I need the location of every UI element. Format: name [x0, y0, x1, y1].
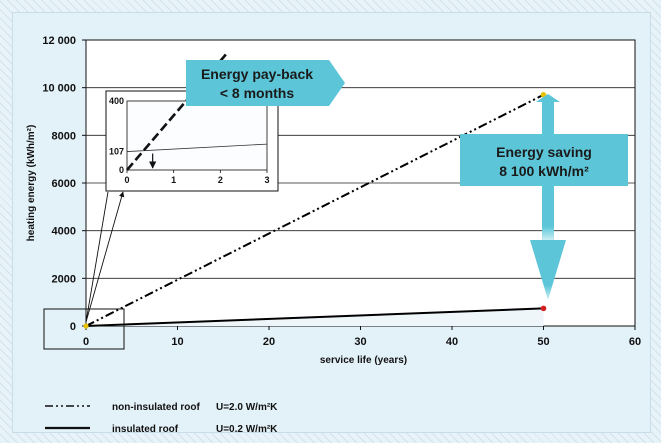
x-tick-label: 10: [171, 336, 183, 348]
x-tick-label: 0: [83, 336, 89, 348]
x-tick-label: 30: [354, 336, 366, 348]
saving-stem-top: [542, 100, 554, 142]
inset-y-tick-label: 400: [109, 96, 124, 106]
payback-line-1: Energy pay-back: [201, 66, 313, 82]
inset-y-tick-label: 0: [119, 165, 124, 175]
y-tick-label: 4000: [52, 226, 76, 238]
saving-arrow-head: [530, 240, 566, 300]
saving-stem-bottom: [542, 186, 554, 240]
inset-x-tick-label: 3: [264, 175, 269, 185]
saving-line-1: Energy saving: [496, 144, 592, 160]
connector-arrow: [85, 191, 125, 323]
legend: non-insulated roof U=2.0 W/m²K insulated r…: [45, 402, 278, 435]
payback-box: [186, 60, 329, 106]
payback-line-2: < 8 months: [220, 85, 295, 101]
point-origin: [83, 323, 89, 329]
y-tick-label: 12 000: [42, 35, 76, 47]
inset-x-tick-label: 1: [171, 175, 176, 185]
y-tick-label: 6000: [52, 178, 76, 190]
legend-u-non-insulated: U=2.0 W/m²K: [216, 402, 278, 413]
y-tick-label: 10 000: [42, 83, 76, 95]
legend-label-insulated: insulated roof: [112, 424, 179, 435]
inset-plot-area: [126, 100, 268, 171]
inset-line-insulated: [126, 143, 268, 152]
connector-line: [85, 191, 109, 323]
x-tick-label: 60: [629, 336, 641, 348]
saving-line-2: 8 100 kWh/m²: [499, 163, 589, 179]
point-insulated-end: [540, 305, 547, 312]
x-axis-label: service life (years): [320, 355, 407, 366]
y-tick-label: 0: [70, 321, 76, 333]
y-tick-label: 8000: [52, 130, 76, 142]
zoom-box: [43, 308, 125, 350]
x-tick-label: 20: [263, 336, 275, 348]
inset-x-tick-label: 2: [218, 175, 223, 185]
x-tick-label: 50: [537, 336, 549, 348]
saving-callout: Energy saving 8 100 kWh/m²: [460, 94, 628, 300]
payback-callout: Energy pay-back < 8 months: [186, 60, 345, 106]
saving-stem-cap: [536, 94, 560, 102]
legend-label-non-insulated: non-insulated roof: [112, 402, 200, 413]
x-tick-label: 40: [446, 336, 458, 348]
inset-x-tick-label: 0: [124, 175, 129, 185]
y-tick-label: 2000: [52, 273, 76, 285]
payback-box-tip: [329, 60, 345, 106]
saving-box: [460, 134, 628, 186]
y-axis-label: heating energy (kWh/m²): [26, 125, 37, 242]
legend-u-insulated: U=0.2 W/m²K: [216, 424, 278, 435]
inset-y-tick-label: 107: [109, 147, 124, 157]
series-line-insulated: [85, 307, 544, 327]
